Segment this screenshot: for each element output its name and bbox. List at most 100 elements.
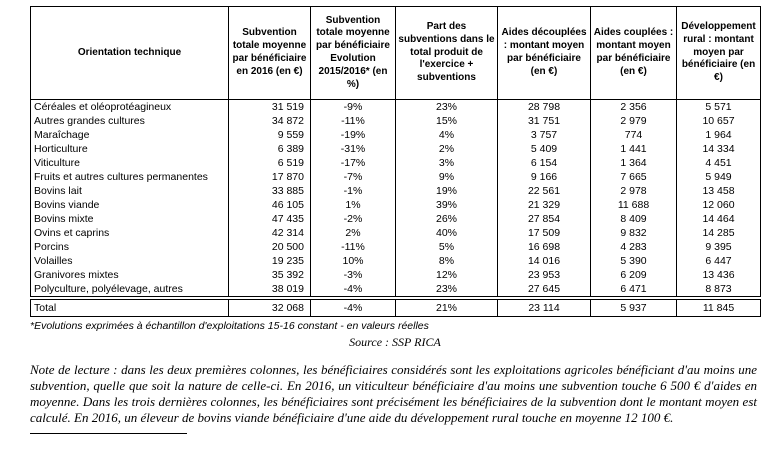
- table-cell: 39%: [395, 198, 498, 212]
- table-cell: 17 509: [497, 226, 591, 240]
- table-cell: 42 314: [228, 226, 311, 240]
- table-cell: -11%: [310, 240, 396, 254]
- table-cell: 9 166: [497, 170, 591, 184]
- row-label: Porcins: [30, 240, 229, 254]
- table-cell: 8 873: [676, 282, 761, 297]
- total-cell: 23 114: [497, 299, 591, 317]
- table-cell: 6 519: [228, 156, 311, 170]
- row-label: Granivores mixtes: [30, 268, 229, 282]
- table-cell: 27 645: [497, 282, 591, 297]
- table-row: Polyculture, polyélevage, autres 38 019 -4…: [30, 282, 761, 297]
- table-cell: 17 870: [228, 170, 311, 184]
- total-cell: 21%: [395, 299, 498, 317]
- table-cell: 46 105: [228, 198, 311, 212]
- table-cell: 4 283: [590, 240, 677, 254]
- table-cell: 6 209: [590, 268, 677, 282]
- table-cell: -4%: [310, 282, 396, 297]
- table-cell: 5 390: [590, 254, 677, 268]
- row-label: Bovins lait: [30, 184, 229, 198]
- total-row: Total 32 068 -4% 21% 23 114 5 937 11 845: [30, 299, 761, 317]
- table-cell: 38 019: [228, 282, 311, 297]
- table-cell: 28 798: [497, 99, 591, 114]
- table-cell: 774: [590, 128, 677, 142]
- table-cell: 34 872: [228, 114, 311, 128]
- table-row: Porcins 20 500 -11% 5% 16 698 4 283 9 395: [30, 240, 761, 254]
- header-aides-couplees: Aides couplées : montant moyen par bénéf…: [590, 6, 677, 100]
- table-cell: 40%: [395, 226, 498, 240]
- table-cell: 2%: [395, 142, 498, 156]
- table-cell: 22 561: [497, 184, 591, 198]
- table-cell: -1%: [310, 184, 396, 198]
- table-row: Viticulture 6 519 -17% 3% 6 154 1 364 4 451: [30, 156, 761, 170]
- row-label: Bovins viande: [30, 198, 229, 212]
- row-label: Céréales et oléoprotéagineux: [30, 99, 229, 114]
- table-cell: 6 154: [497, 156, 591, 170]
- table-cell: -19%: [310, 128, 396, 142]
- source-line: Source : SSP RICA: [349, 335, 441, 349]
- row-label: Autres grandes cultures: [30, 114, 229, 128]
- table-cell: 13 458: [676, 184, 761, 198]
- table-cell: 23 953: [497, 268, 591, 282]
- table-cell: 5 571: [676, 99, 761, 114]
- table-cell: 1%: [310, 198, 396, 212]
- bottom-rule: [30, 433, 187, 435]
- row-label: Bovins mixte: [30, 212, 229, 226]
- table-cell: 14 334: [676, 142, 761, 156]
- table-cell: 33 885: [228, 184, 311, 198]
- table-cell: 13 436: [676, 268, 761, 282]
- table-cell: 27 854: [497, 212, 591, 226]
- footnote: *Evolutions exprimées à échantillon d'ex…: [30, 320, 429, 332]
- table-row: Bovins viande 46 105 1% 39% 21 329 11 688 12 0…: [30, 198, 761, 212]
- table-cell: 19 235: [228, 254, 311, 268]
- row-label: Volailles: [30, 254, 229, 268]
- row-label: Viticulture: [30, 156, 229, 170]
- table-cell: 23%: [395, 99, 498, 114]
- table-cell: 9 395: [676, 240, 761, 254]
- total-cell: 5 937: [590, 299, 677, 317]
- table-cell: -3%: [310, 268, 396, 282]
- table-cell: 1 964: [676, 128, 761, 142]
- table-row: Horticulture 6 389 -31% 2% 5 409 1 441 14 334: [30, 142, 761, 156]
- table-cell: 14 285: [676, 226, 761, 240]
- table-cell: 31 751: [497, 114, 591, 128]
- table-cell: 4%: [395, 128, 498, 142]
- table-row: Ovins et caprins 42 314 2% 40% 17 509 9 832 14…: [30, 226, 761, 240]
- reading-note: Note de lecture : dans les deux première…: [30, 362, 757, 425]
- table-cell: 6 471: [590, 282, 677, 297]
- total-cell: -4%: [310, 299, 396, 317]
- table-cell: 9 559: [228, 128, 311, 142]
- table-cell: 35 392: [228, 268, 311, 282]
- document-page: Orientation technique Subvention totale …: [30, 6, 761, 435]
- table-cell: 1 441: [590, 142, 677, 156]
- table-cell: -9%: [310, 99, 396, 114]
- header-developpement-rural: Développement rural : montant moyen par …: [676, 6, 761, 100]
- table-cell: 5 949: [676, 170, 761, 184]
- table-cell: -11%: [310, 114, 396, 128]
- table-cell: 12%: [395, 268, 498, 282]
- table-cell: 6 389: [228, 142, 311, 156]
- row-label: Fruits et autres cultures permanentes: [30, 170, 229, 184]
- table-cell: 2 356: [590, 99, 677, 114]
- table-cell: 31 519: [228, 99, 311, 114]
- table-cell: 2%: [310, 226, 396, 240]
- table-cell: 6 447: [676, 254, 761, 268]
- subsidies-table: Orientation technique Subvention totale …: [30, 6, 761, 297]
- table-cell: 3%: [395, 156, 498, 170]
- header-evolution: Subvention totale moyenne par bénéficiai…: [310, 6, 396, 100]
- table-cell: 23%: [395, 282, 498, 297]
- table-cell: 5 409: [497, 142, 591, 156]
- table-cell: 21 329: [497, 198, 591, 212]
- table-row: Céréales et oléoprotéagineux 31 519 -9% 23%…: [30, 99, 761, 114]
- table-cell: -2%: [310, 212, 396, 226]
- table-cell: 2 979: [590, 114, 677, 128]
- table-cell: 14 464: [676, 212, 761, 226]
- table-cell: 26%: [395, 212, 498, 226]
- header-orientation: Orientation technique: [30, 6, 229, 100]
- table-row: Maraîchage 9 559 -19% 4% 3 757 774 1 964: [30, 128, 761, 142]
- table-row: Granivores mixtes 35 392 -3% 12% 23 953 6 209…: [30, 268, 761, 282]
- table-cell: 47 435: [228, 212, 311, 226]
- table-row: Autres grandes cultures 34 872 -11% 15% 31 7…: [30, 114, 761, 128]
- table-cell: -17%: [310, 156, 396, 170]
- table-cell: 1 364: [590, 156, 677, 170]
- table-cell: 16 698: [497, 240, 591, 254]
